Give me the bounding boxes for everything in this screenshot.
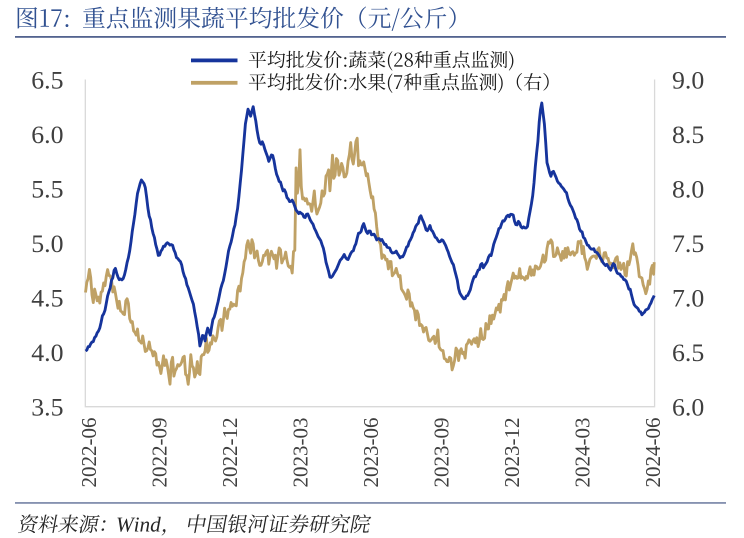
svg-text:8.5: 8.5 bbox=[672, 120, 704, 149]
svg-text:6.5: 6.5 bbox=[672, 338, 704, 367]
svg-text:2022-06: 2022-06 bbox=[77, 418, 101, 488]
svg-text:7.5: 7.5 bbox=[672, 229, 704, 258]
svg-text:2024-06: 2024-06 bbox=[641, 418, 665, 488]
svg-text:5.0: 5.0 bbox=[31, 229, 63, 258]
svg-text:6.0: 6.0 bbox=[672, 393, 704, 422]
svg-text:2023-12: 2023-12 bbox=[500, 418, 524, 488]
svg-text:2023-06: 2023-06 bbox=[359, 418, 383, 488]
svg-text:9.0: 9.0 bbox=[672, 65, 704, 94]
svg-text:3.5: 3.5 bbox=[31, 393, 63, 422]
svg-text:4.5: 4.5 bbox=[31, 284, 63, 313]
svg-text:6.5: 6.5 bbox=[31, 65, 63, 94]
svg-text:8.0: 8.0 bbox=[672, 175, 704, 204]
svg-text:4.0: 4.0 bbox=[31, 338, 63, 367]
svg-text:2022-12: 2022-12 bbox=[218, 418, 242, 488]
svg-text:2023-09: 2023-09 bbox=[430, 418, 454, 488]
svg-text:5.5: 5.5 bbox=[31, 175, 63, 204]
svg-text:6.0: 6.0 bbox=[31, 120, 63, 149]
svg-text:7.0: 7.0 bbox=[672, 284, 704, 313]
svg-text:2024-03: 2024-03 bbox=[571, 418, 595, 488]
svg-text:2022-09: 2022-09 bbox=[148, 418, 172, 488]
svg-text:2023-03: 2023-03 bbox=[289, 418, 313, 488]
